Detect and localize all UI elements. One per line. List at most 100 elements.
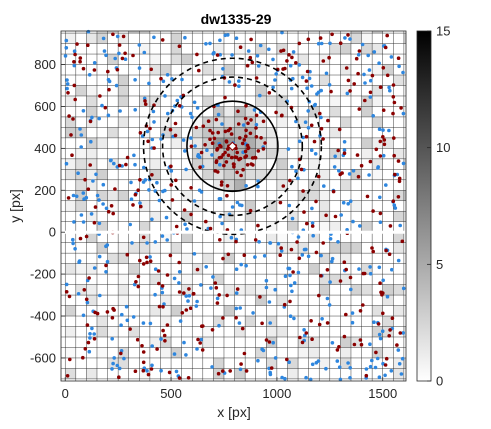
heatmap-cell — [192, 116, 203, 128]
scatter-point — [271, 340, 276, 345]
heatmap-cell — [96, 347, 108, 358]
heatmap-cell — [403, 33, 406, 44]
scatter-point — [73, 247, 77, 251]
scatter-point — [150, 173, 154, 177]
scatter-point — [321, 59, 326, 63]
scatter-point — [68, 357, 72, 362]
scatter-point — [244, 104, 248, 108]
scatter-point — [363, 98, 367, 103]
heatmap-cell — [223, 305, 235, 317]
scatter-point — [335, 348, 340, 352]
heatmap-cell — [350, 336, 362, 348]
scatter-point — [115, 363, 120, 368]
scatter-point — [381, 135, 385, 139]
heatmap-cell — [160, 116, 172, 128]
scatter-point — [324, 213, 328, 218]
scatter-point — [368, 90, 373, 95]
heatmap-cell — [86, 169, 97, 180]
heatmap-cell — [75, 148, 87, 159]
scatter-point — [65, 374, 70, 378]
x-axis-label: x [px] — [217, 404, 250, 420]
heatmap-cell — [403, 357, 406, 369]
scatter-point — [381, 108, 386, 112]
scatter-point — [104, 270, 108, 274]
scatter-point — [162, 302, 166, 306]
scatter-point — [145, 369, 149, 373]
scatter-point — [264, 278, 269, 283]
scatter-point — [320, 317, 324, 321]
scatter-point — [201, 124, 206, 128]
heatmap-cell — [75, 85, 87, 96]
colorbar-tick-label: 15 — [436, 24, 450, 39]
heatmap-cell — [75, 200, 87, 212]
scatter-point — [133, 162, 137, 167]
scatter-point — [367, 68, 372, 72]
heatmap-cell — [340, 179, 351, 191]
scatter-point — [229, 132, 234, 136]
heatmap-cell — [372, 169, 383, 180]
heatmap-cell — [319, 221, 330, 233]
scatter-point — [301, 189, 305, 193]
scatter-point — [377, 127, 382, 131]
scatter-point — [195, 267, 200, 272]
scatter-point — [195, 52, 199, 57]
scatter-point — [290, 164, 294, 169]
scatter-point — [86, 340, 91, 345]
y-tick-label: 800 — [34, 57, 56, 72]
heatmap-cell — [65, 368, 76, 379]
scatter-point — [392, 136, 396, 140]
heatmap-cell — [75, 284, 87, 296]
scatter-point — [177, 290, 182, 294]
scatter-point — [356, 174, 361, 179]
heatmap-cell — [171, 43, 182, 55]
heatmap-cell — [65, 95, 76, 107]
scatter-point — [65, 78, 69, 82]
heatmap-cell — [287, 368, 299, 379]
scatter-point — [325, 296, 330, 301]
scatter-point — [177, 104, 182, 108]
scatter-point — [217, 293, 221, 297]
scatter-point — [254, 113, 259, 118]
heatmap-cell — [276, 326, 288, 337]
scatter-point — [219, 183, 224, 187]
scatter-point — [371, 209, 375, 213]
scatter-point — [400, 356, 405, 361]
scatter-point — [368, 265, 372, 269]
scatter-point — [191, 291, 196, 296]
heatmap-cell — [149, 336, 161, 348]
scatter-point — [117, 51, 121, 56]
scatter-point — [366, 53, 371, 58]
heatmap-cell — [181, 190, 193, 201]
scatter-point — [363, 81, 367, 85]
scatter-point — [210, 153, 214, 157]
scatter-point — [332, 165, 337, 169]
scatter-point — [397, 362, 402, 366]
scatter-point — [285, 59, 289, 63]
scatter-point — [152, 146, 156, 150]
heatmap-cell — [181, 253, 193, 264]
scatter-point — [383, 373, 387, 378]
scatter-point — [253, 255, 257, 259]
scatter-point — [372, 320, 376, 325]
heatmap-cell — [266, 316, 277, 327]
scatter-point — [300, 253, 305, 257]
scatter-point — [110, 367, 114, 371]
scatter-point — [237, 157, 241, 162]
heatmap-cell — [319, 284, 330, 296]
scatter-point — [243, 149, 248, 154]
scatter-point — [246, 49, 251, 53]
scatter-point — [261, 119, 266, 124]
scatter-point — [276, 241, 281, 246]
heatmap-cell — [319, 357, 330, 369]
scatter-point — [210, 131, 215, 135]
scatter-point — [150, 363, 154, 368]
scatter-point — [352, 82, 357, 86]
scatter-point — [83, 177, 87, 182]
scatter-point — [300, 340, 305, 345]
scatter-point — [278, 253, 283, 257]
scatter-point — [218, 38, 222, 43]
heatmap-cell — [276, 95, 288, 107]
heatmap-cell — [223, 116, 235, 128]
scatter-point — [256, 149, 261, 153]
heatmap-cell — [403, 211, 406, 222]
